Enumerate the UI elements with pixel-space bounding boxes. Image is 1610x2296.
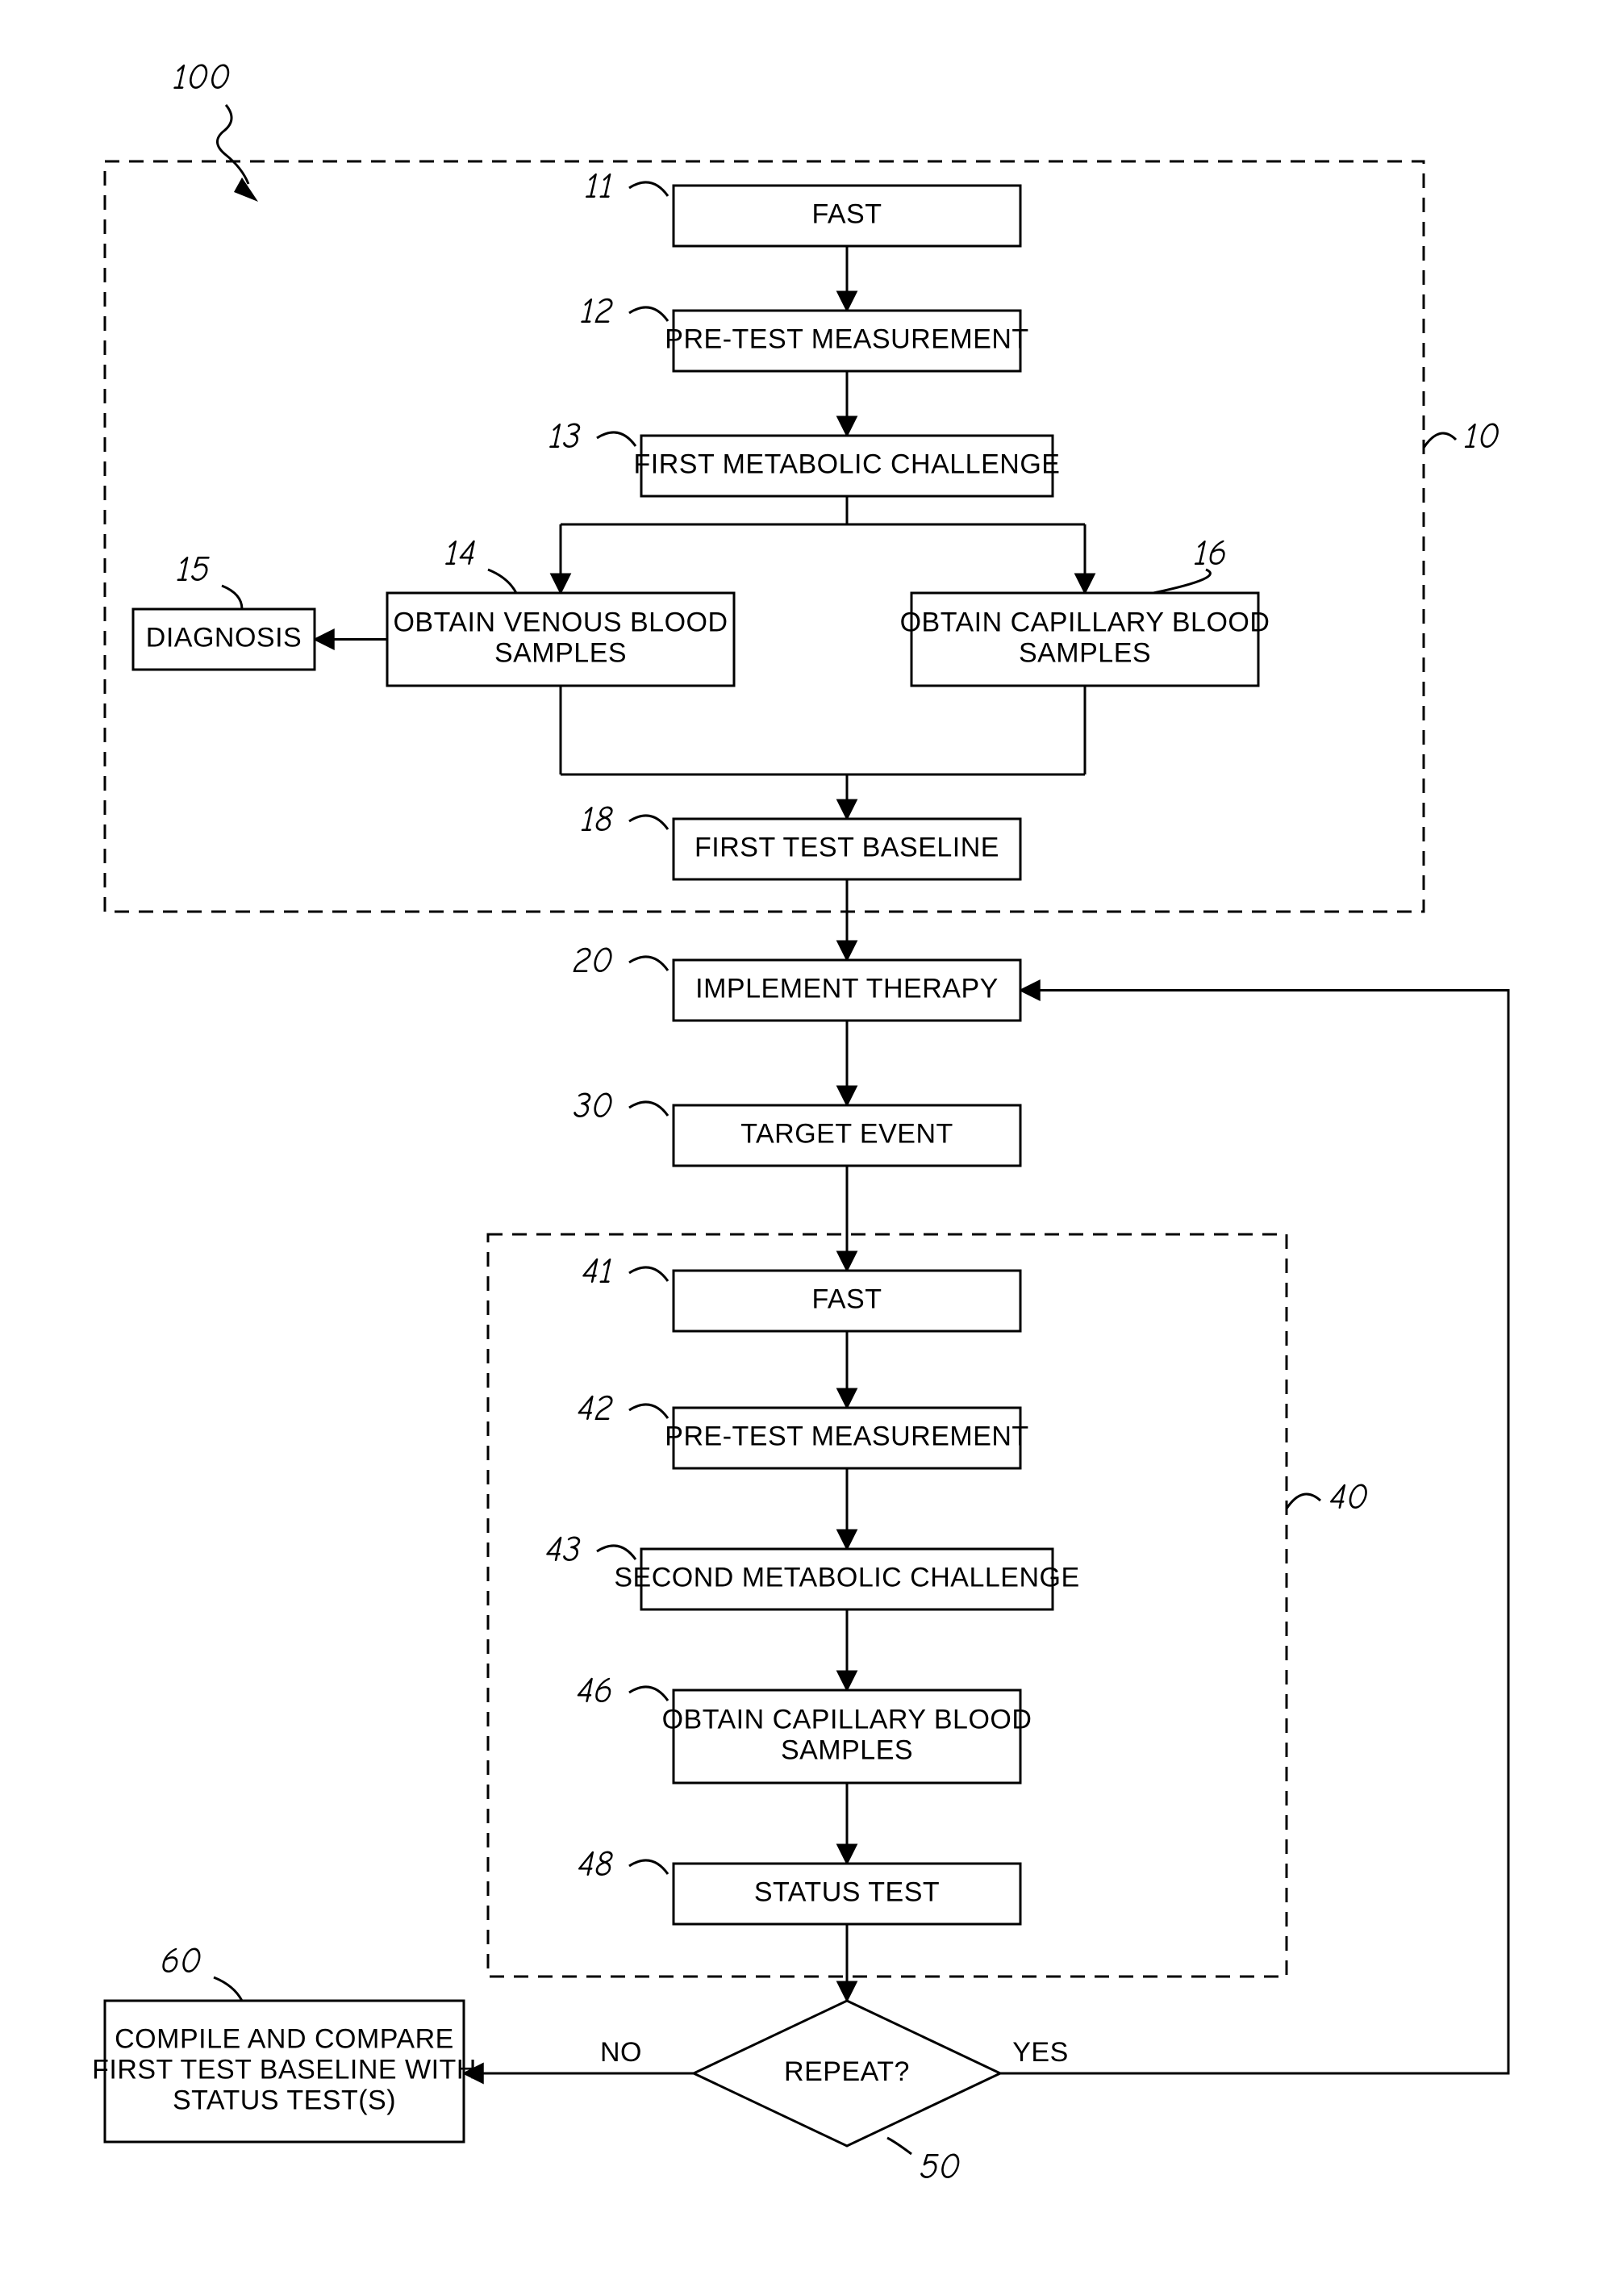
- ref-41-text: 41: [582, 1250, 613, 1292]
- ref-14: 14: [444, 532, 516, 593]
- node-n20-label: IMPLEMENT THERAPY: [695, 973, 999, 1004]
- ref-20-leader: [629, 957, 668, 971]
- ref-16: 16: [1153, 532, 1227, 593]
- edge-50-yes-20: [1000, 991, 1508, 2074]
- ref-11-leader: [629, 182, 668, 196]
- ref-50-text: 50: [920, 2146, 961, 2187]
- node-n42: PRE-TEST MEASUREMENT: [665, 1408, 1028, 1468]
- node-n11: FAST: [674, 186, 1020, 246]
- ref-12-leader: [629, 307, 668, 321]
- ref-48: 48: [578, 1843, 668, 1885]
- ref-13: 13: [548, 415, 636, 457]
- ref-60-text: 60: [161, 1940, 202, 1981]
- group-10: 10: [105, 161, 1499, 912]
- ref-15-text: 15: [177, 549, 210, 590]
- ref-50: 50: [887, 2138, 961, 2187]
- node-n30: TARGET EVENT: [674, 1105, 1020, 1166]
- nodes-layer: FAST PRE-TEST MEASUREMENT FIRST METABOLIC …: [92, 186, 1270, 2146]
- node-n41-label: FAST: [811, 1284, 882, 1314]
- node-n46: OBTAIN CAPILLARY BLOODSAMPLES: [662, 1690, 1032, 1783]
- ref-20: 20: [573, 940, 668, 981]
- ref-11: 11: [585, 165, 668, 207]
- ref-100-squiggle: [217, 105, 248, 184]
- ref-60: 60: [161, 1940, 242, 2001]
- ref-48-leader: [629, 1860, 668, 1874]
- ref-11-text: 11: [585, 165, 613, 207]
- ref-46-text: 46: [577, 1670, 613, 1711]
- ref-12: 12: [580, 290, 668, 332]
- node-n13-label: FIRST METABOLIC CHALLENGE: [634, 449, 1061, 479]
- node-n30-label: TARGET EVENT: [740, 1118, 953, 1149]
- ref-12-text: 12: [580, 290, 613, 332]
- ref-41-leader: [629, 1267, 668, 1281]
- ref-48-text: 48: [578, 1843, 613, 1885]
- node-n12: PRE-TEST MEASUREMENT: [665, 311, 1028, 371]
- edge-label-yes: YES: [1012, 2037, 1069, 2068]
- ref-18-text: 18: [581, 799, 613, 840]
- ref-46: 46: [577, 1670, 668, 1711]
- node-n48: STATUS TEST: [674, 1864, 1020, 1924]
- ref-18: 18: [581, 799, 668, 840]
- node-n13: FIRST METABOLIC CHALLENGE: [634, 436, 1061, 496]
- node-n16: OBTAIN CAPILLARY BLOODSAMPLES: [900, 593, 1270, 686]
- flowchart: 100 10 40 FAST PRE-TEST MEASUREMENT FIRST …: [0, 0, 1610, 2296]
- node-n15-label: DIAGNOSIS: [146, 622, 302, 653]
- node-n41: FAST: [674, 1271, 1020, 1331]
- ref-50-leader: [887, 2138, 911, 2154]
- node-n50: REPEAT?: [694, 2001, 1000, 2146]
- node-n14: OBTAIN VENOUS BLOODSAMPLES: [387, 593, 734, 686]
- ref-30-leader: [629, 1102, 668, 1116]
- node-n11-label: FAST: [811, 198, 882, 229]
- ref-41: 41: [582, 1250, 668, 1292]
- node-n20: IMPLEMENT THERAPY: [674, 960, 1020, 1021]
- ref-14-leader: [488, 570, 516, 593]
- node-n43: SECOND METABOLIC CHALLENGE: [614, 1549, 1079, 1609]
- node-n42-label: PRE-TEST MEASUREMENT: [665, 1421, 1028, 1451]
- ref-18-leader: [629, 816, 668, 829]
- ref-43-leader: [597, 1546, 636, 1559]
- node-n48-label: STATUS TEST: [754, 1876, 940, 1907]
- node-n18-label: FIRST TEST BASELINE: [694, 832, 999, 862]
- ref-15-leader: [222, 586, 242, 609]
- ref-100-text: 100: [173, 56, 230, 98]
- ref-42-text: 42: [578, 1388, 613, 1429]
- ref-40-text: 40: [1329, 1476, 1368, 1517]
- node-n18: FIRST TEST BASELINE: [674, 819, 1020, 879]
- ref-16-text: 16: [1194, 532, 1227, 574]
- node-n15: DIAGNOSIS: [133, 609, 315, 670]
- ref-60-leader: [214, 1977, 242, 2001]
- ref-10-text: 10: [1464, 415, 1499, 457]
- ref-46-leader: [629, 1687, 668, 1701]
- ref-20-text: 20: [573, 940, 613, 981]
- node-n60: COMPILE AND COMPAREFIRST TEST BASELINE W…: [92, 2001, 477, 2142]
- ref-42: 42: [578, 1388, 668, 1429]
- ref-14-text: 14: [444, 532, 476, 574]
- ref-13-text: 13: [548, 415, 581, 457]
- ref-15: 15: [177, 549, 242, 609]
- figure-ref-100: 100: [173, 56, 258, 202]
- ref-10-leader: [1424, 433, 1456, 448]
- ref-30-text: 30: [574, 1085, 613, 1126]
- node-n50-label: REPEAT?: [784, 2056, 910, 2087]
- ref-30: 30: [574, 1085, 668, 1126]
- edge-label-no: NO: [600, 2037, 642, 2068]
- node-n12-label: PRE-TEST MEASUREMENT: [665, 324, 1028, 354]
- ref-13-leader: [597, 432, 636, 446]
- ref-43-text: 43: [545, 1529, 581, 1570]
- ref-40-leader: [1287, 1494, 1320, 1509]
- node-n43-label: SECOND METABOLIC CHALLENGE: [614, 1562, 1079, 1593]
- ref-42-leader: [629, 1405, 668, 1418]
